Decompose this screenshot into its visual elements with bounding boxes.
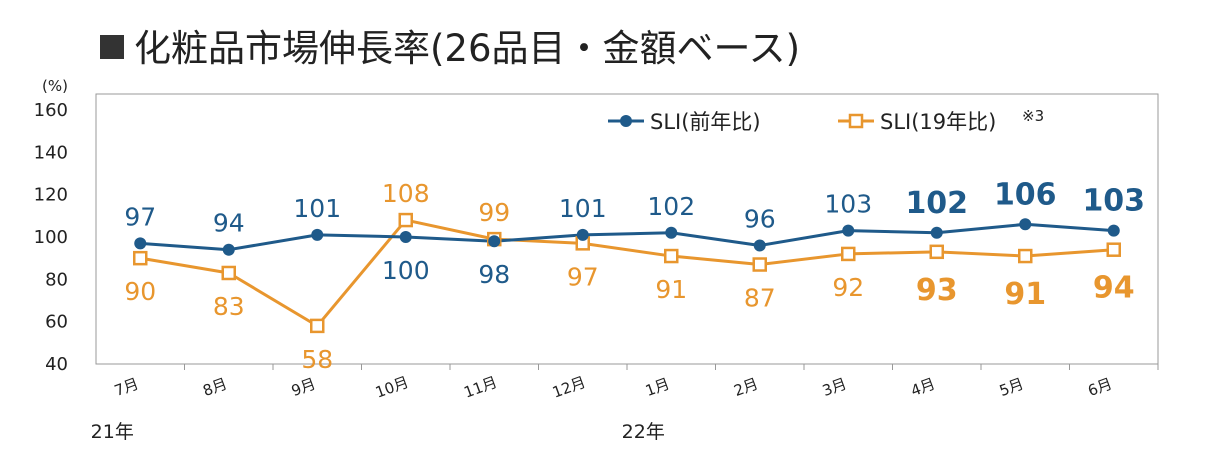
data-point-vs2019 — [752, 257, 767, 272]
data-label-vs2019: 91 — [1004, 277, 1046, 312]
series-line-yoy — [140, 222, 1114, 252]
data-point-vs2019 — [398, 212, 413, 228]
series-lines — [140, 218, 1114, 328]
year-label: 22年 — [622, 421, 665, 443]
x-tick-label: 4月 — [908, 375, 937, 400]
data-point-vs2019 — [310, 318, 325, 334]
data-label-vs2019: 99 — [478, 198, 510, 227]
data-label-vs2019: 90 — [124, 277, 156, 306]
data-labels: 97 90 94 83 101 58 100 108 98 99 101 97 102 91 96 87 103… — [124, 177, 1145, 374]
y-tick-label: 120 — [34, 185, 68, 206]
y-tick-label: 60 — [45, 312, 68, 333]
y-axis-unit: (%) — [42, 77, 68, 95]
data-label-yoy: 102 — [905, 186, 968, 221]
legend: SLI(前年比) SLI(19年比) ※3 — [608, 107, 1044, 134]
data-point-vs2019 — [929, 244, 944, 260]
plot-frame — [95, 93, 1159, 365]
x-tick-label: 6月 — [1085, 375, 1114, 400]
x-tick-label: 11月 — [461, 373, 499, 402]
legend-marker-vs2019 — [848, 113, 864, 129]
x-tick-label: 12月 — [550, 373, 588, 402]
x-tick-label: 5月 — [997, 375, 1026, 400]
data-label-yoy: 98 — [478, 260, 510, 289]
data-label-yoy: 100 — [382, 256, 430, 285]
title-square-icon — [100, 35, 124, 59]
data-point-yoy — [399, 231, 412, 243]
data-label-vs2019: 97 — [567, 262, 599, 291]
legend-label-yoy: SLI(前年比) — [650, 110, 761, 134]
data-label-yoy: 101 — [293, 194, 341, 223]
data-label-vs2019: 83 — [213, 292, 245, 321]
data-point-vs2019 — [133, 250, 148, 266]
data-point-yoy — [1107, 224, 1120, 237]
legend-marker-yoy — [620, 115, 632, 127]
data-point-yoy — [665, 226, 678, 239]
series-markers — [133, 212, 1121, 334]
data-label-vs2019: 92 — [832, 273, 864, 302]
data-label-yoy: 103 — [824, 190, 872, 219]
x-tick-label: 1月 — [643, 375, 672, 400]
data-label-yoy: 96 — [744, 204, 776, 233]
chart-title-text: 化粧品市場伸長率(26品目・金額ベース) — [134, 27, 801, 70]
data-label-yoy: 94 — [213, 209, 245, 238]
data-point-yoy — [222, 243, 235, 256]
data-point-yoy — [842, 224, 855, 237]
data-point-vs2019 — [221, 265, 236, 281]
data-label-vs2019: 91 — [655, 275, 687, 304]
series-line-vs2019 — [140, 218, 1114, 328]
data-label-vs2019: 93 — [916, 273, 958, 308]
data-point-vs2019 — [664, 248, 679, 264]
data-point-vs2019 — [1018, 248, 1033, 264]
year-label: 21年 — [91, 421, 134, 443]
data-label-yoy: 103 — [1082, 184, 1145, 219]
chart-title: 化粧品市場伸長率(26品目・金額ベース) — [100, 18, 800, 72]
x-tick-label: 8月 — [200, 375, 229, 400]
data-point-yoy — [1019, 218, 1032, 231]
x-tick-label: 2月 — [731, 375, 760, 400]
y-tick-label: 140 — [34, 142, 68, 163]
y-tick-label: 160 — [34, 100, 68, 121]
data-point-vs2019 — [841, 246, 856, 262]
data-label-yoy: 106 — [994, 177, 1057, 212]
x-tick-label: 10月 — [373, 373, 411, 402]
data-label-vs2019: 94 — [1093, 271, 1135, 306]
data-point-yoy — [753, 239, 766, 252]
data-point-yoy — [311, 228, 324, 241]
data-point-yoy — [576, 228, 589, 241]
data-point-yoy — [930, 226, 943, 239]
data-label-yoy: 102 — [647, 192, 695, 221]
data-label-yoy: 97 — [124, 202, 156, 231]
y-axis: 40 60 80 100 120 140 160 — [34, 100, 68, 375]
year-labels: 21年 22年 — [91, 421, 665, 443]
data-point-yoy — [134, 237, 147, 250]
legend-label-vs2019-note: ※3 — [1022, 107, 1044, 125]
data-point-vs2019 — [1106, 242, 1121, 257]
x-tick-label: 9月 — [289, 375, 318, 400]
y-tick-label: 40 — [45, 354, 68, 375]
y-tick-label: 100 — [34, 227, 68, 248]
data-label-vs2019: 58 — [301, 345, 333, 374]
x-tick-label: 7月 — [112, 375, 141, 400]
x-tick-label: 3月 — [820, 375, 849, 400]
data-label-vs2019: 87 — [744, 284, 776, 313]
data-label-vs2019: 108 — [382, 179, 430, 208]
y-tick-label: 80 — [45, 269, 68, 290]
data-point-yoy — [488, 235, 501, 248]
data-label-yoy: 101 — [559, 194, 607, 223]
legend-label-vs2019: SLI(19年比) — [880, 110, 996, 134]
x-axis: 7月 8月 9月 10月 11月 12月 1月 2月 3月 4月 5月 6月 — [112, 364, 1159, 402]
